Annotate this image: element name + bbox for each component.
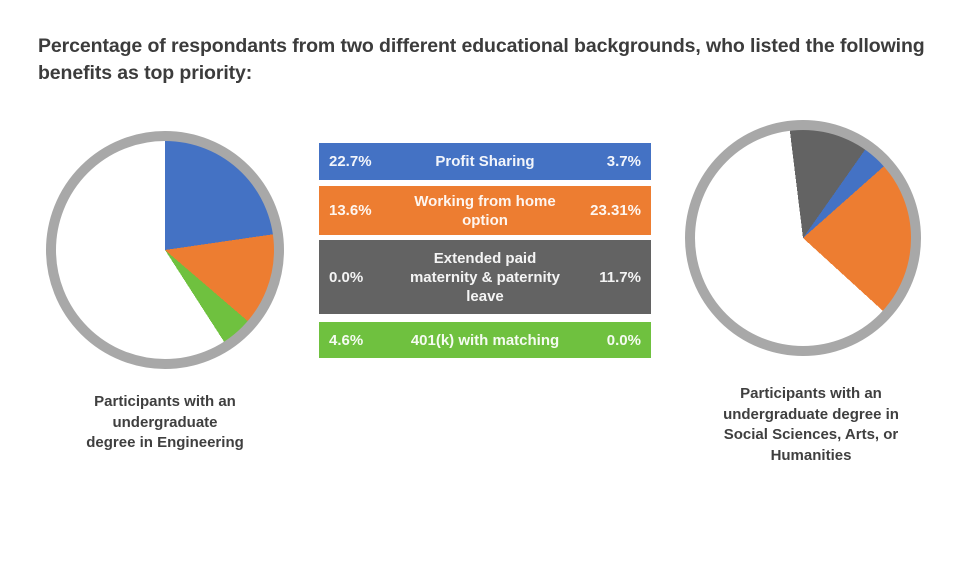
benefit-label: 401(k) with matching bbox=[389, 331, 581, 350]
page-title: Percentage of respondants from two diffe… bbox=[38, 35, 925, 84]
benefit-label-line: 401(k) with matching bbox=[410, 331, 560, 349]
benefit-label-line: Extended paid bbox=[433, 249, 537, 267]
benefit-label-line: Working from home bbox=[414, 192, 556, 210]
benefit-label-line: option bbox=[462, 211, 508, 229]
social-percentage: 23.31% bbox=[590, 202, 641, 219]
benefits-legend-table: 22.7% Profit Sharing 3.7% 13.6% Working … bbox=[319, 143, 651, 358]
social-percentage: 11.7% bbox=[599, 268, 641, 286]
legend-row-extended-paid-leave: 0.0% Extended paid maternity & paternity… bbox=[319, 240, 651, 314]
caption-line: degree in Engineering bbox=[86, 434, 244, 451]
benefit-label-line: Profit Sharing bbox=[435, 153, 535, 170]
engineering-percentage: 22.7% bbox=[329, 153, 372, 170]
caption-line: Social Sciences, Arts, or bbox=[723, 426, 899, 443]
caption-line: Humanities bbox=[770, 446, 852, 464]
pie-chart-engineering bbox=[46, 131, 284, 369]
engineering-percentage: 4.6% bbox=[329, 331, 364, 349]
engineering-percentage: 0.0% bbox=[329, 268, 364, 286]
benefit-label: Extended paid maternity & paternity leav… bbox=[389, 249, 581, 306]
engineering-percentage: 13.6% bbox=[329, 202, 372, 219]
benefit-label-line: leave bbox=[466, 287, 504, 305]
caption-line: Participants with an bbox=[94, 393, 236, 410]
legend-row-profit-sharing: 22.7% Profit Sharing 3.7% bbox=[319, 143, 651, 180]
benefit-label-line: maternity & paternity bbox=[409, 268, 561, 286]
pie-chart-social-sciences bbox=[685, 120, 921, 356]
caption-social-sciences: Participants with an undergraduate degre… bbox=[686, 384, 936, 466]
benefit-label: Working from home option bbox=[389, 192, 581, 230]
caption-line: undergraduate bbox=[112, 413, 218, 431]
benefit-label: Profit Sharing bbox=[389, 152, 581, 171]
caption-line: undergraduate degree in bbox=[723, 405, 899, 423]
legend-row-401k-matching: 4.6% 401(k) with matching 0.0% bbox=[319, 322, 651, 358]
caption-line: Participants with an bbox=[740, 385, 882, 402]
caption-engineering: Participants with an undergraduate degre… bbox=[40, 392, 290, 454]
legend-row-working-from-home: 13.6% Working from home option 23.31% bbox=[319, 186, 651, 235]
social-percentage: 3.7% bbox=[606, 153, 641, 170]
social-percentage: 0.0% bbox=[606, 331, 641, 349]
